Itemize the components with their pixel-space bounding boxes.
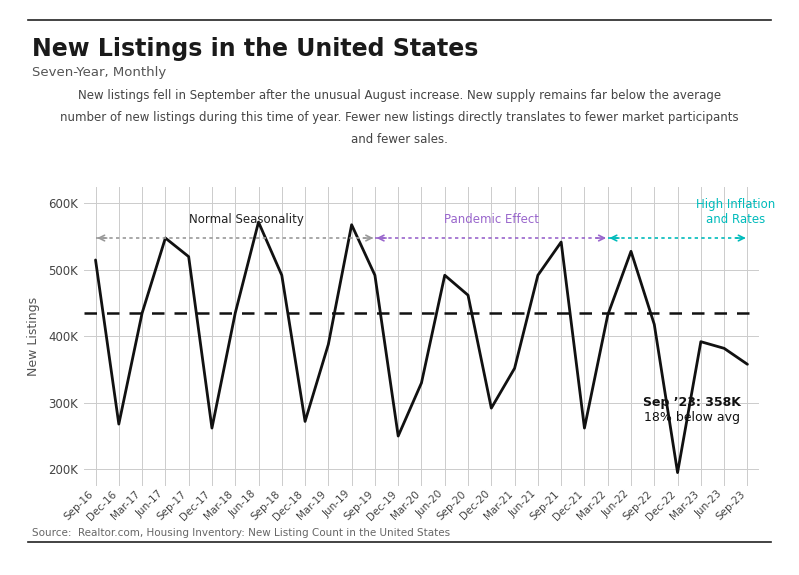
Text: New listings fell in September after the unusual August increase. New supply rem: New listings fell in September after the… (78, 89, 721, 102)
Text: number of new listings during this time of year. Fewer new listings directly tra: number of new listings during this time … (60, 111, 739, 124)
Text: Sep ’23: 358K: Sep ’23: 358K (642, 396, 741, 409)
Text: Pandemic Effect: Pandemic Effect (443, 213, 539, 226)
Text: New Listings in the United States: New Listings in the United States (32, 37, 479, 62)
Text: Normal Seasonality: Normal Seasonality (189, 213, 304, 226)
Text: and fewer sales.: and fewer sales. (351, 133, 448, 146)
Text: 18% below avg: 18% below avg (645, 411, 741, 424)
Text: High Inflation
and Rates: High Inflation and Rates (696, 198, 775, 226)
Y-axis label: New Listings: New Listings (27, 297, 40, 376)
Text: Source:  Realtor.com, Housing Inventory: New Listing Count in the United States: Source: Realtor.com, Housing Inventory: … (32, 528, 450, 538)
Text: Seven-Year, Monthly: Seven-Year, Monthly (32, 66, 166, 79)
